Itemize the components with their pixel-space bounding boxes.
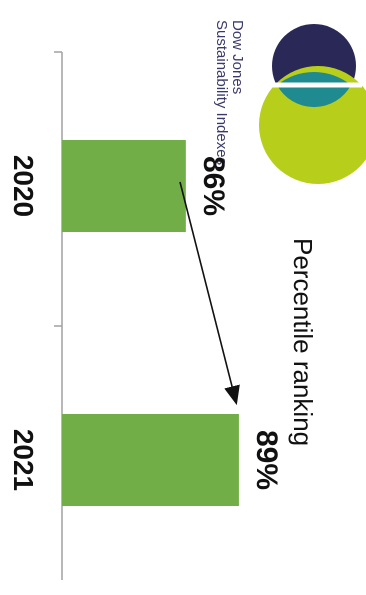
category-label-2020: 2020 <box>8 155 39 217</box>
category-label-2021: 2021 <box>8 429 39 491</box>
logo-line1: Dow Jones <box>229 20 246 94</box>
value-label-2021: 89% <box>250 430 283 490</box>
bar-2020 <box>62 140 186 232</box>
value-label-2020: 86% <box>197 156 230 216</box>
bar-2021 <box>62 414 239 506</box>
logo-line2: Sustainability Indexes <box>213 20 230 165</box>
chart-title: Percentile ranking <box>288 238 318 446</box>
dow-jones-logo: Dow Jones Sustainability Indexes <box>213 20 366 184</box>
